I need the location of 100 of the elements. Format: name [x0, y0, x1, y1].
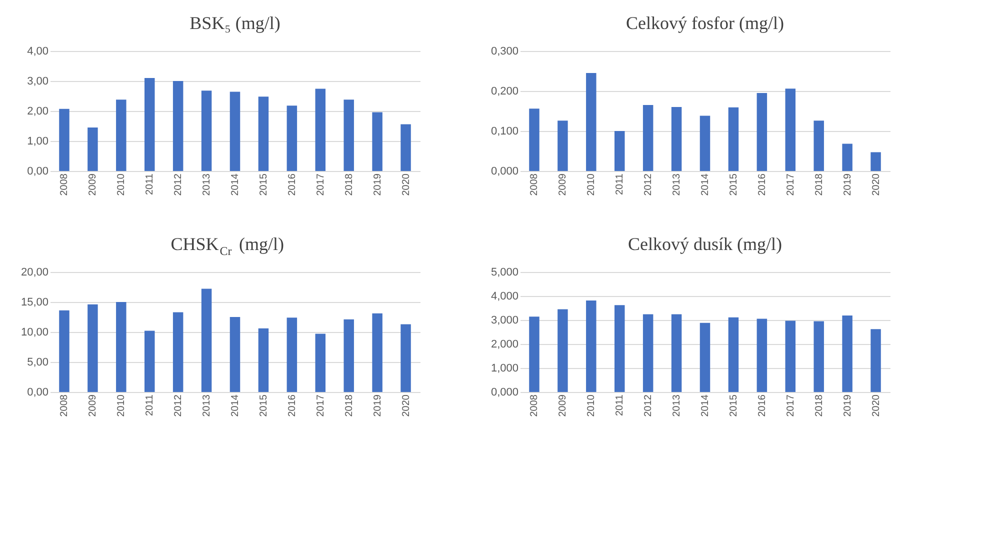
bar	[842, 144, 852, 171]
bar	[372, 112, 382, 171]
x-tick-label: 2011	[144, 394, 156, 416]
x-tick-label: 2009	[558, 173, 569, 196]
bar	[870, 329, 881, 392]
x-tick-label: 2014	[230, 394, 241, 417]
bar	[315, 88, 326, 171]
y-tick-label: 0,00	[27, 386, 48, 398]
y-tick-label: 2,00	[27, 106, 48, 118]
y-tick-label: 0,200	[490, 86, 518, 98]
bar	[529, 316, 540, 392]
x-tick-label: 2020	[400, 394, 412, 417]
bar	[172, 81, 184, 171]
bar	[671, 107, 682, 171]
y-tick-label: 3,000	[490, 314, 518, 326]
bar	[372, 313, 382, 392]
bar	[728, 107, 739, 171]
x-tick-label: 2012	[643, 173, 654, 196]
bar	[400, 124, 411, 171]
y-tick-label: 0,000	[490, 386, 518, 398]
y-tick-label: 0,100	[490, 126, 518, 138]
bar	[558, 120, 568, 171]
x-tick-label: 2012	[643, 394, 654, 417]
bar	[344, 319, 354, 392]
bar	[842, 315, 852, 392]
bar	[201, 90, 212, 171]
x-tick-label: 2020	[870, 394, 882, 417]
bar	[258, 96, 269, 171]
x-tick-label: 2017	[315, 173, 326, 196]
x-tick-label: 2015	[258, 173, 270, 196]
bar	[88, 304, 98, 392]
x-tick-label: 2012	[173, 173, 184, 196]
bar	[116, 100, 126, 171]
bar	[756, 93, 768, 171]
x-tick-label: 2016	[756, 173, 768, 196]
x-tick-label: 2015	[258, 394, 270, 417]
y-tick-label: 5,00	[27, 356, 48, 368]
bar	[88, 128, 98, 171]
bar	[529, 108, 540, 171]
x-tick-label: 2016	[286, 394, 298, 417]
y-tick-label: 15,00	[20, 296, 48, 308]
bar	[400, 324, 411, 392]
x-tick-label: 2009	[88, 394, 99, 417]
x-tick-label: 2017	[785, 394, 796, 417]
x-tick-label: 2018	[344, 173, 355, 196]
x-tick-label: 2013	[672, 394, 683, 417]
x-tick-label: 2015	[728, 394, 740, 417]
x-tick-label: 2017	[785, 173, 796, 196]
bar	[870, 152, 881, 171]
bar	[59, 108, 70, 171]
x-tick-label: 2012	[173, 394, 184, 417]
y-tick-label: 2,000	[490, 338, 518, 350]
y-tick-label: 20,00	[20, 266, 48, 278]
x-tick-label: 2018	[814, 173, 825, 196]
bar	[201, 288, 212, 392]
x-tick-label: 2015	[728, 173, 740, 196]
bar	[671, 314, 682, 392]
x-tick-label: 2019	[372, 173, 384, 196]
y-tick-label: 10,00	[20, 326, 48, 338]
bar	[728, 317, 739, 392]
x-tick-label: 2011	[614, 173, 626, 196]
bar	[785, 88, 796, 171]
bar	[586, 300, 596, 392]
bar	[614, 131, 625, 171]
bar	[315, 334, 326, 392]
x-tick-label: 2018	[344, 394, 355, 417]
y-tick-label: 0,000	[490, 166, 518, 178]
y-tick-label: 4,000	[490, 290, 518, 302]
x-tick-label: 2013	[202, 173, 213, 196]
x-tick-label: 2011	[144, 173, 156, 196]
bar	[172, 312, 184, 392]
x-tick-label: 2013	[202, 394, 213, 417]
bar	[814, 321, 824, 392]
bar	[230, 92, 240, 171]
chart-title: Celkový fosfor (mg/l)	[626, 13, 784, 33]
x-tick-label: 2020	[400, 173, 412, 196]
bar	[700, 322, 710, 392]
x-tick-label: 2010	[586, 394, 598, 417]
bar	[642, 105, 654, 171]
y-tick-label: 3,00	[27, 76, 48, 88]
x-tick-label: 2009	[558, 394, 569, 417]
x-tick-label: 2008	[59, 394, 70, 417]
bar	[258, 328, 269, 392]
bar	[614, 305, 625, 392]
bar	[144, 78, 155, 171]
x-tick-label: 2020	[870, 173, 882, 196]
x-tick-label: 2019	[842, 394, 854, 417]
y-tick-label: 0,300	[490, 46, 518, 58]
bar	[700, 116, 710, 171]
x-tick-label: 2017	[315, 394, 326, 417]
bar	[642, 314, 654, 392]
x-tick-label: 2016	[286, 173, 298, 196]
x-tick-label: 2008	[529, 173, 540, 196]
bar	[59, 310, 70, 392]
y-tick-label: 4,00	[27, 46, 48, 58]
x-tick-label: 2011	[614, 394, 626, 416]
bar	[814, 120, 824, 171]
bar	[586, 73, 596, 171]
bar	[144, 330, 155, 392]
x-tick-label: 2014	[700, 394, 711, 417]
